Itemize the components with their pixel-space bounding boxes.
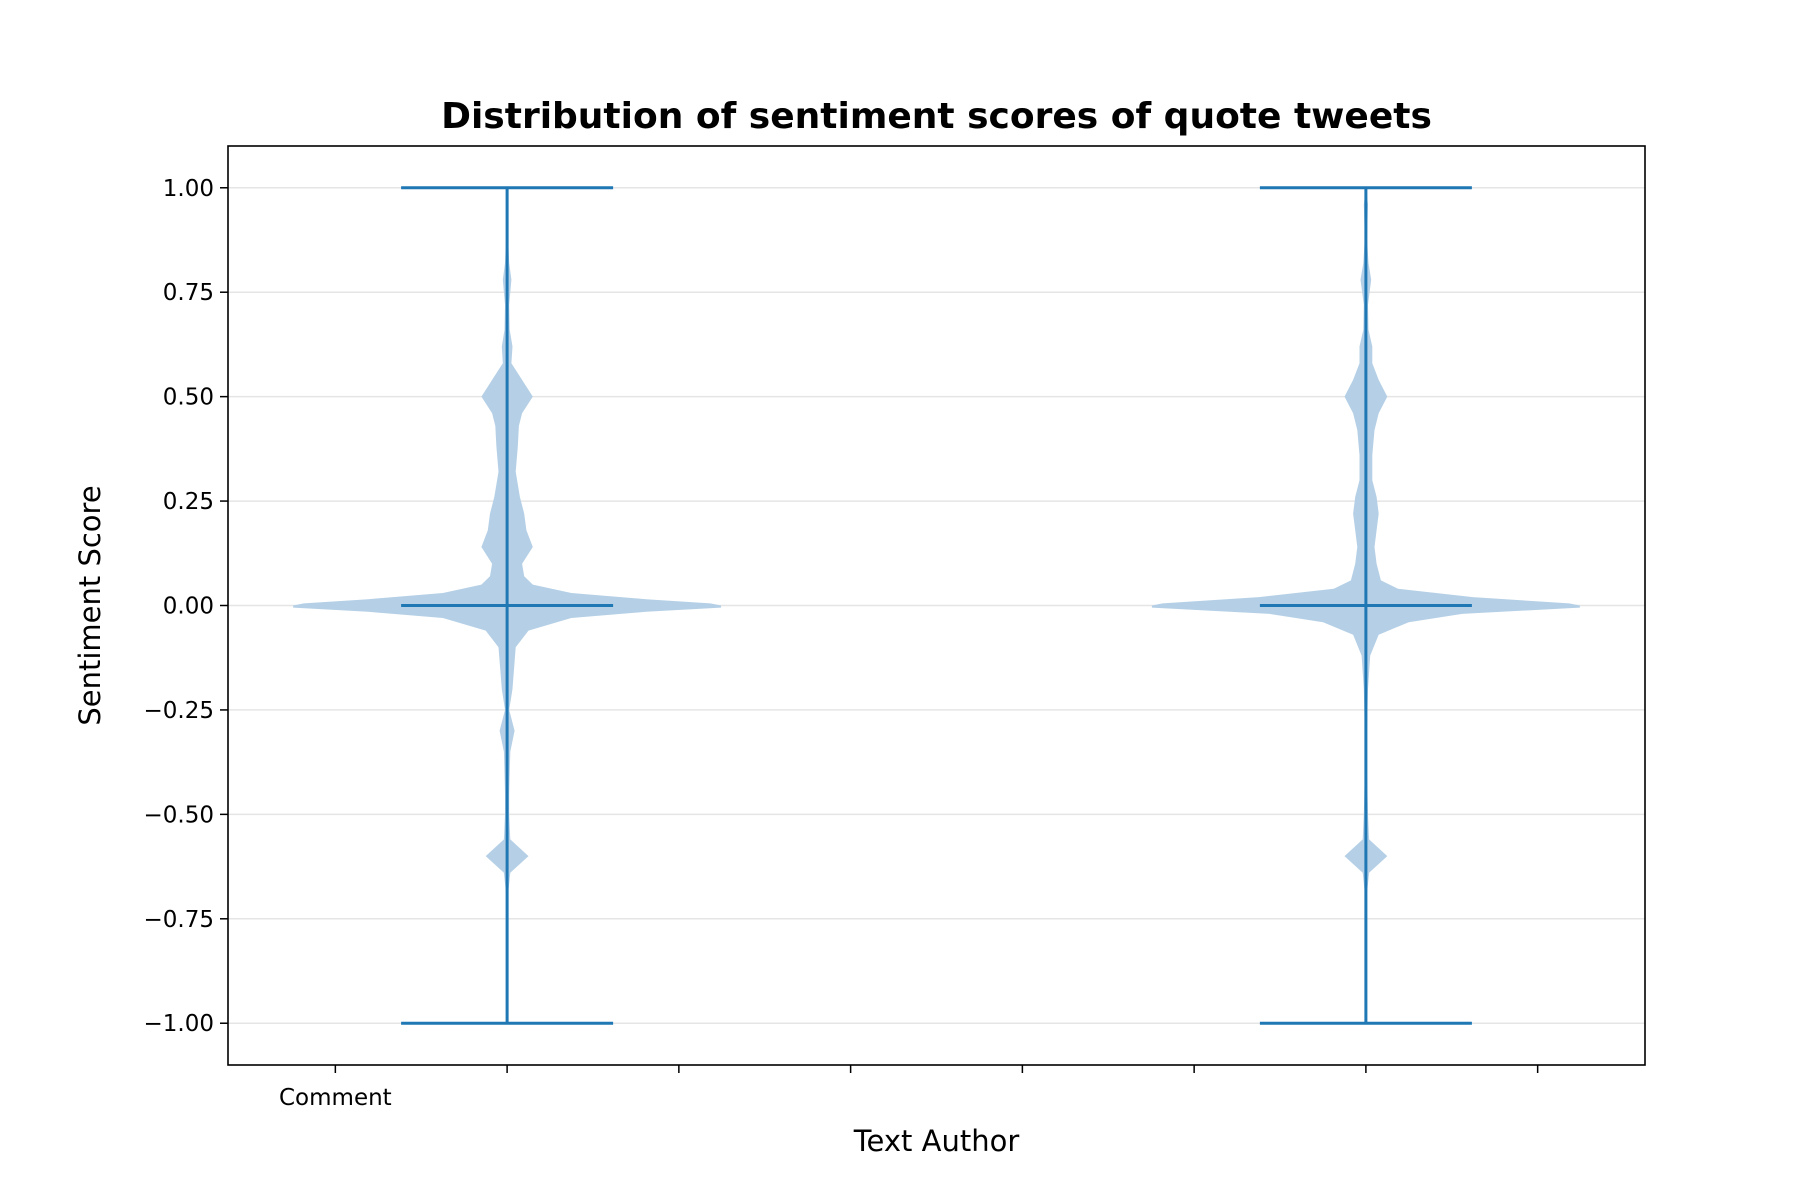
y-tick-label: −0.50 xyxy=(144,802,214,828)
y-axis-label: Sentiment Score xyxy=(73,485,107,725)
y-tick-label: 0.00 xyxy=(163,594,214,620)
chart-title: Distribution of sentiment scores of quot… xyxy=(441,96,1432,137)
y-tick-label: 0.50 xyxy=(163,385,214,411)
y-tick-label: 0.25 xyxy=(163,489,214,515)
y-tick-label: −0.75 xyxy=(144,907,214,933)
y-tick-label: −1.00 xyxy=(144,1011,214,1037)
y-tick-label: 0.75 xyxy=(163,280,214,306)
x-axis-label: Text Author xyxy=(853,1124,1020,1158)
y-tick-label: 1.00 xyxy=(163,176,214,202)
y-axis: −1.00 −0.75 −0.50 −0.25 0.00 0.25 0.50 0.75 1.00 xyxy=(144,176,228,1037)
violin-1 xyxy=(293,186,722,1025)
x-axis: Comment xyxy=(279,1065,1539,1111)
y-tick-label: −0.25 xyxy=(144,698,214,724)
x-tick-label: Comment xyxy=(279,1085,392,1111)
violins xyxy=(293,186,1580,1025)
violin-2 xyxy=(1151,186,1580,1025)
